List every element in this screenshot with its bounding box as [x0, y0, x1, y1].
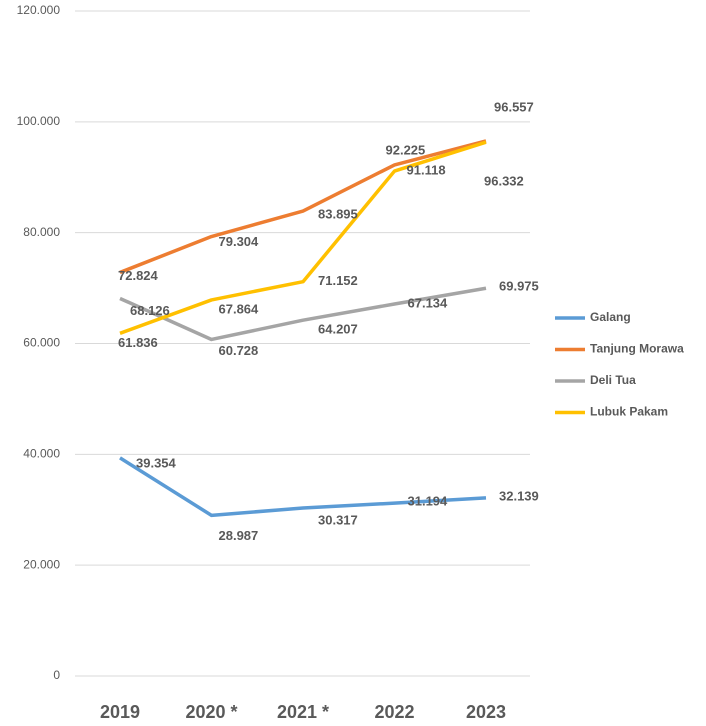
y-tick-label: 80.000 [23, 225, 60, 239]
data-label: 60.728 [219, 343, 259, 358]
legend-label: Deli Tua [590, 373, 636, 387]
data-label: 67.864 [219, 301, 260, 316]
legend-label: Lubuk Pakam [590, 405, 668, 419]
data-label: 32.139 [499, 488, 539, 503]
data-label: 71.152 [318, 273, 358, 288]
data-label: 72.824 [118, 268, 159, 283]
data-label: 68.126 [130, 303, 170, 318]
data-label: 96.557 [494, 99, 534, 114]
x-tick-label: 2019 [100, 702, 140, 722]
x-tick-label: 2020 * [185, 702, 237, 722]
y-tick-label: 120.000 [17, 3, 61, 17]
y-tick-label: 0 [53, 668, 60, 682]
y-tick-label: 60.000 [23, 336, 60, 350]
data-label: 79.304 [219, 234, 260, 249]
series-line [119, 456, 487, 518]
y-tick-label: 100.000 [17, 114, 61, 128]
legend-label: Tanjung Morawa [590, 342, 684, 356]
data-label: 69.975 [499, 279, 539, 294]
data-label: 31.194 [408, 494, 449, 509]
data-label: 83.895 [318, 207, 358, 222]
data-label: 64.207 [318, 322, 358, 337]
data-label: 92.225 [386, 142, 426, 157]
series-line [119, 139, 487, 275]
y-tick-label: 20.000 [23, 557, 60, 571]
series-line [119, 140, 487, 335]
x-tick-label: 2021 * [277, 702, 329, 722]
x-tick-label: 2023 [466, 702, 506, 722]
data-label: 30.317 [318, 512, 358, 527]
series-line [119, 286, 487, 342]
data-label: 96.332 [484, 174, 524, 189]
data-label: 61.836 [118, 335, 158, 350]
data-label: 39.354 [136, 455, 177, 470]
data-label: 91.118 [407, 162, 446, 177]
legend-label: Galang [590, 310, 631, 324]
y-tick-label: 40.000 [23, 447, 60, 461]
x-tick-label: 2022 [374, 702, 414, 722]
data-label: 67.134 [408, 295, 449, 310]
data-label: 28.987 [219, 528, 259, 543]
